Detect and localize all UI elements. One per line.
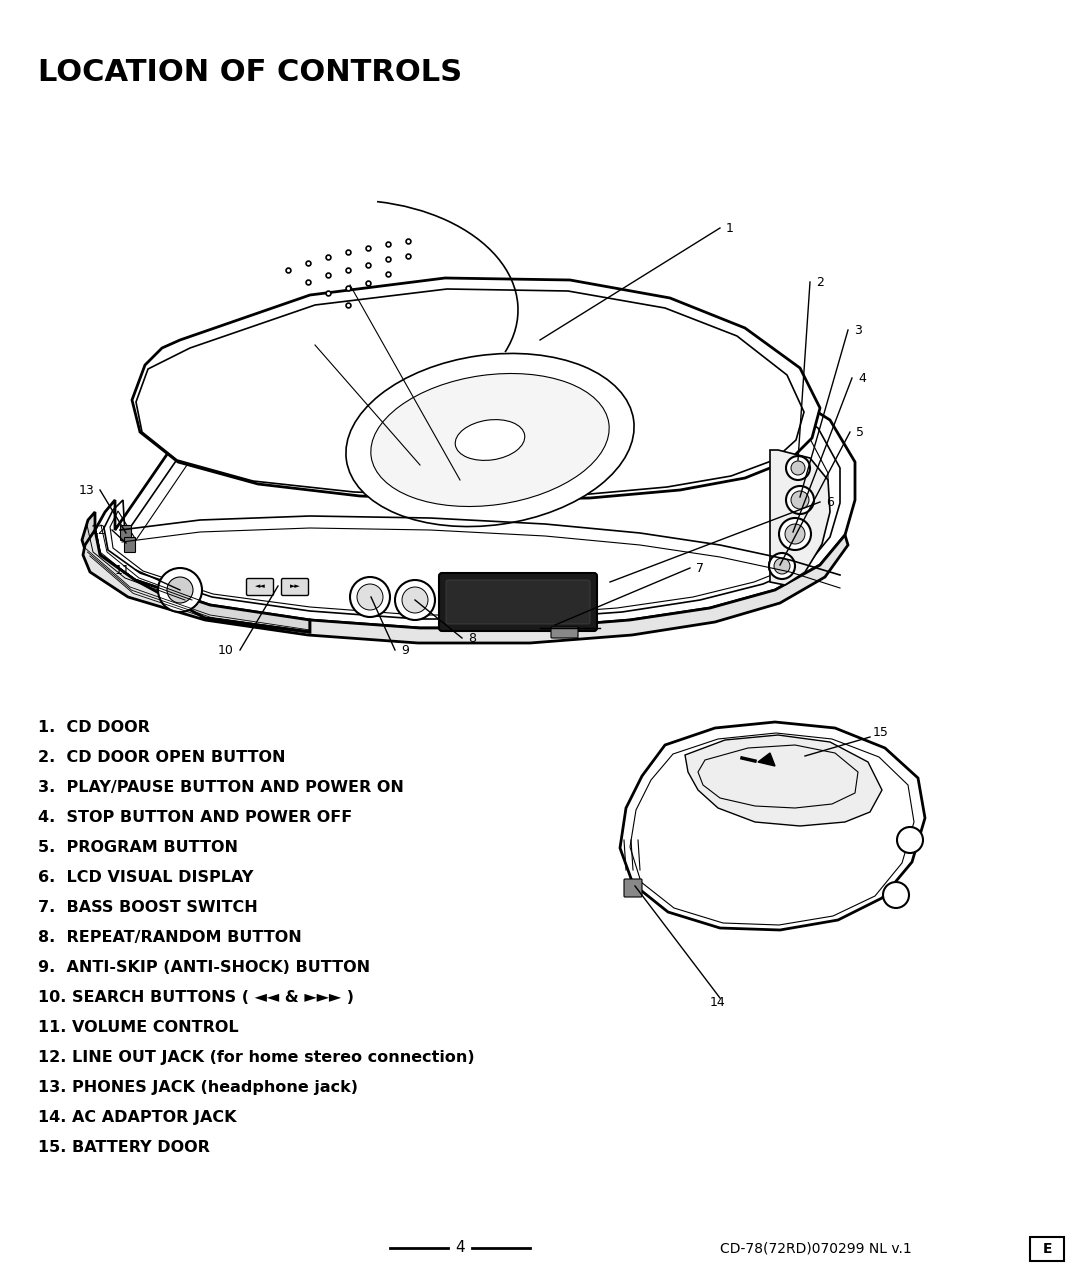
Polygon shape <box>83 530 848 643</box>
Circle shape <box>791 461 805 475</box>
Text: 15: 15 <box>873 726 889 739</box>
Circle shape <box>402 587 428 613</box>
Circle shape <box>786 456 810 480</box>
Text: 10. SEARCH BUTTONS ( ◄◄ & ►►► ): 10. SEARCH BUTTONS ( ◄◄ & ►►► ) <box>38 990 354 1005</box>
Text: 4.  STOP BUTTON AND POWER OFF: 4. STOP BUTTON AND POWER OFF <box>38 810 352 826</box>
Text: LOCATION OF CONTROLS: LOCATION OF CONTROLS <box>38 59 462 87</box>
Circle shape <box>350 577 390 617</box>
Circle shape <box>779 519 811 550</box>
Text: 7: 7 <box>696 562 704 575</box>
Text: 13: 13 <box>78 484 94 497</box>
Circle shape <box>774 558 789 575</box>
Circle shape <box>158 568 202 612</box>
Ellipse shape <box>346 353 634 526</box>
Text: 2.  CD DOOR OPEN BUTTON: 2. CD DOOR OPEN BUTTON <box>38 750 285 764</box>
Circle shape <box>769 553 795 578</box>
Text: 13. PHONES JACK (headphone jack): 13. PHONES JACK (headphone jack) <box>38 1080 357 1094</box>
Circle shape <box>769 553 795 578</box>
Polygon shape <box>685 735 882 826</box>
Circle shape <box>786 485 814 513</box>
FancyBboxPatch shape <box>121 525 132 540</box>
Text: 10: 10 <box>218 643 234 656</box>
FancyBboxPatch shape <box>624 879 642 897</box>
Text: 9: 9 <box>401 643 409 656</box>
Text: 9.  ANTI-SKIP (ANTI-SHOCK) BUTTON: 9. ANTI-SKIP (ANTI-SHOCK) BUTTON <box>38 961 370 975</box>
Circle shape <box>786 456 810 480</box>
Text: 5: 5 <box>856 426 864 438</box>
Text: 4: 4 <box>455 1241 464 1255</box>
FancyBboxPatch shape <box>446 580 590 624</box>
Polygon shape <box>758 753 775 766</box>
Text: 1: 1 <box>726 222 734 234</box>
Text: 3.  PLAY/PAUSE BUTTON AND POWER ON: 3. PLAY/PAUSE BUTTON AND POWER ON <box>38 780 404 795</box>
Circle shape <box>883 882 909 908</box>
Text: 12: 12 <box>91 524 106 536</box>
Circle shape <box>774 558 789 575</box>
Polygon shape <box>82 512 310 632</box>
Circle shape <box>791 461 805 475</box>
Text: 4: 4 <box>858 372 866 385</box>
Text: 2: 2 <box>816 275 824 288</box>
Text: ►►: ►► <box>289 583 300 589</box>
Circle shape <box>785 524 805 544</box>
Polygon shape <box>132 278 820 499</box>
Text: 6.  LCD VISUAL DISPLAY: 6. LCD VISUAL DISPLAY <box>38 870 254 885</box>
Circle shape <box>779 519 811 550</box>
Text: 3: 3 <box>854 324 862 336</box>
Circle shape <box>897 827 923 854</box>
Circle shape <box>395 580 435 620</box>
Text: 7.  BASS BOOST SWITCH: 7. BASS BOOST SWITCH <box>38 899 258 915</box>
Polygon shape <box>770 450 831 585</box>
Polygon shape <box>620 722 924 930</box>
Text: 15. BATTERY DOOR: 15. BATTERY DOOR <box>38 1140 210 1156</box>
Text: CD-78(72RD)070299 NL v.1: CD-78(72RD)070299 NL v.1 <box>720 1241 912 1255</box>
FancyBboxPatch shape <box>551 627 578 638</box>
Text: 12. LINE OUT JACK (for home stereo connection): 12. LINE OUT JACK (for home stereo conne… <box>38 1050 474 1065</box>
Text: 1.  CD DOOR: 1. CD DOOR <box>38 720 150 735</box>
Ellipse shape <box>370 373 609 507</box>
Text: 11. VOLUME CONTROL: 11. VOLUME CONTROL <box>38 1020 239 1034</box>
Text: 14. AC ADAPTOR JACK: 14. AC ADAPTOR JACK <box>38 1110 237 1125</box>
Ellipse shape <box>456 419 525 460</box>
Text: 11: 11 <box>114 563 130 577</box>
FancyBboxPatch shape <box>282 578 309 595</box>
Text: ◄◄: ◄◄ <box>255 583 266 589</box>
Circle shape <box>791 490 809 510</box>
FancyBboxPatch shape <box>246 578 273 595</box>
Circle shape <box>785 524 805 544</box>
Text: 8: 8 <box>468 632 476 645</box>
FancyBboxPatch shape <box>438 573 597 631</box>
Circle shape <box>786 485 814 513</box>
FancyBboxPatch shape <box>1030 1237 1064 1261</box>
Circle shape <box>167 577 193 603</box>
FancyBboxPatch shape <box>124 538 135 553</box>
Circle shape <box>791 490 809 510</box>
Polygon shape <box>95 330 855 628</box>
Text: 8.  REPEAT/RANDOM BUTTON: 8. REPEAT/RANDOM BUTTON <box>38 930 301 945</box>
Text: 14: 14 <box>711 995 726 1009</box>
Text: 6: 6 <box>826 496 834 508</box>
Circle shape <box>357 583 383 610</box>
Text: 5.  PROGRAM BUTTON: 5. PROGRAM BUTTON <box>38 840 238 855</box>
Text: E: E <box>1042 1242 1052 1256</box>
